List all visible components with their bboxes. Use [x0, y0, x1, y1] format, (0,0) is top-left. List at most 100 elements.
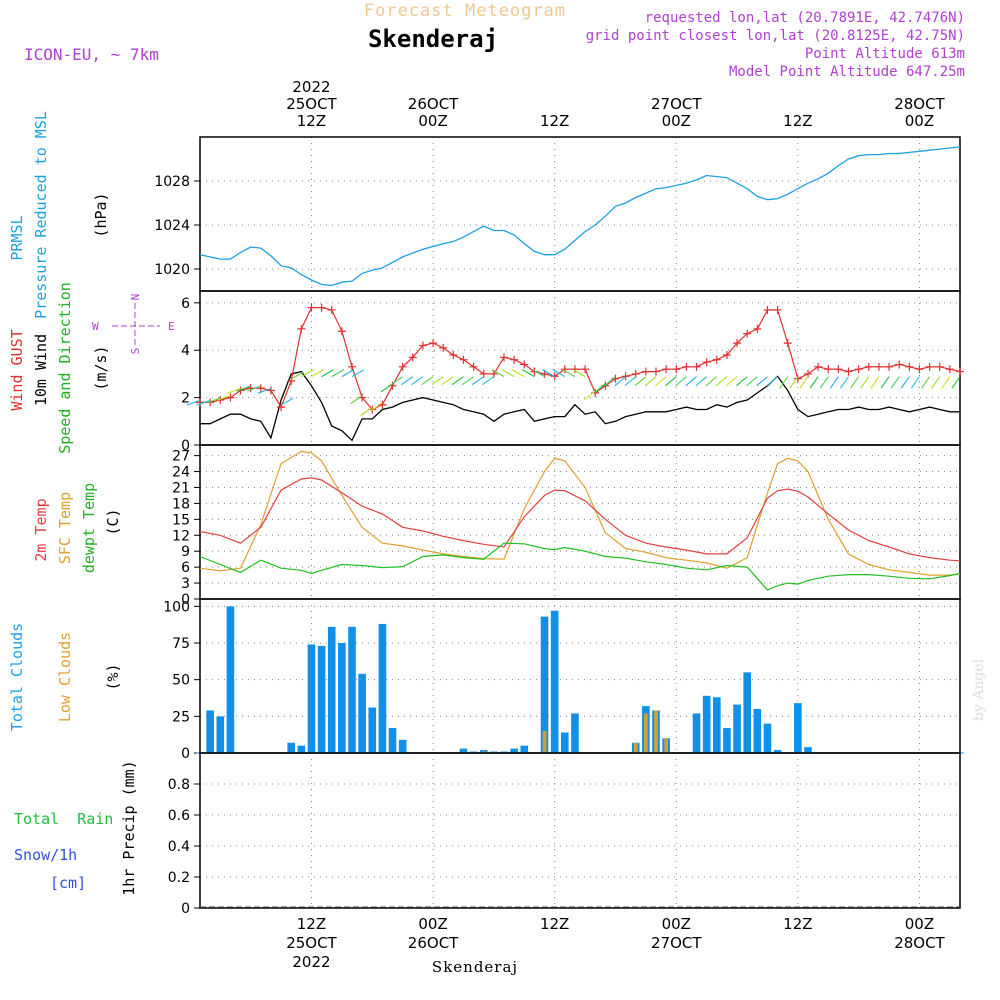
gust-marker [479, 369, 488, 378]
wind-direction-arrow [431, 376, 444, 386]
wind-direction-arrow [321, 369, 334, 378]
gust-marker [307, 303, 316, 312]
wind-direction-arrow [441, 376, 454, 386]
gust-marker [500, 353, 508, 362]
wind-direction-arrow [411, 376, 424, 386]
wind-direction-arrow [910, 376, 920, 389]
total-cloud-bar [317, 645, 326, 753]
wind-direction-arrow [482, 376, 495, 386]
low-cloud-bar [633, 742, 638, 753]
top-time-label: 00Z [662, 112, 691, 130]
total-cloud-bar [378, 623, 387, 753]
compass-rose: N S W E [92, 294, 175, 355]
precipitation-ytick-label: 0 [181, 901, 190, 917]
gust-marker [814, 362, 823, 371]
low-cloud-bar [542, 731, 547, 753]
gust-marker [277, 403, 286, 412]
wind-direction-arrow [186, 399, 201, 406]
wind-direction-arrow [511, 369, 525, 378]
gust-marker [885, 362, 894, 371]
total-cloud-bar [692, 713, 701, 753]
total-cloud-bar [510, 748, 518, 753]
clouds-ytick-label: 0 [181, 746, 190, 762]
wind-direction-arrow [665, 376, 677, 387]
wind-direction-arrow [257, 387, 272, 394]
bottom-time-label: 25OCT [286, 934, 337, 952]
pressure-ytick-label: 1024 [154, 218, 190, 234]
total-cloud-bar [287, 742, 295, 753]
direction-label: Speed and Direction [56, 282, 74, 454]
gust-marker [408, 353, 417, 362]
wind-direction-arrow [624, 376, 637, 387]
wind-direction-arrow [584, 390, 596, 401]
gust-marker [297, 324, 306, 333]
model-altitude: Model Point Altitude 647.25m [729, 64, 965, 80]
pressure-panel-labels: PRMSL Pressure Reduced to MSL (hPa) [8, 111, 110, 319]
wind-direction-arrow [951, 376, 961, 389]
wind-direction-arrow [532, 369, 545, 378]
top-time-label: 00Z [418, 112, 447, 130]
wind-direction-arrow [491, 369, 505, 378]
compass-e: E [168, 320, 175, 333]
wind-direction-arrow [360, 407, 373, 416]
precipitation-frame [199, 752, 961, 909]
wind-direction-arrow [675, 376, 687, 387]
gust-marker [429, 339, 438, 348]
wind-direction-arrow [921, 376, 931, 389]
wind-direction-arrow [370, 402, 383, 412]
total-cloud-bar [338, 643, 346, 753]
gust-marker [418, 341, 427, 350]
dewpoint-line [199, 542, 961, 591]
temperature-ytick-label: 9 [181, 544, 190, 560]
wind-direction-arrow [799, 376, 809, 389]
wind-direction-arrow [301, 369, 314, 378]
bottom-time-label: 00Z [905, 915, 934, 933]
wind-direction-arrow [779, 376, 789, 389]
wind-direction-arrow [890, 376, 900, 389]
wind-direction-arrow [290, 371, 304, 380]
wind-direction-arrow [572, 369, 586, 378]
gust-marker [692, 362, 701, 371]
gust-marker [469, 362, 478, 371]
wind-direction-arrow [870, 376, 880, 389]
gust-marker [702, 358, 711, 367]
wind-direction-arrow [705, 376, 718, 387]
total-cloud-bar [723, 728, 731, 753]
gust-line [200, 307, 961, 411]
gust-marker [905, 362, 914, 371]
pressure-label-1: PRMSL [8, 215, 26, 260]
total-cloud-bar [216, 716, 225, 753]
wind-direction-arrow [390, 376, 403, 386]
wind-direction-arrow [421, 376, 434, 386]
total-cloud-bar [520, 745, 529, 753]
precipitation-ytick-label: 0.8 [168, 777, 190, 793]
low-cloud-bar [643, 713, 648, 753]
pressure-panel: 1020 1024 1028 [154, 136, 961, 292]
wind-ytick-label: 0 [181, 438, 190, 454]
total-cloud-bar [773, 750, 782, 753]
temp-unit: (C) [104, 508, 122, 535]
total-cloud-bar [794, 703, 802, 753]
pressure-ytick-label: 1028 [154, 174, 190, 190]
temperature-ytick-label: 3 [181, 576, 190, 592]
top-time-label: 12Z [540, 112, 569, 130]
wind-direction-arrow [655, 376, 667, 387]
temperature-ytick-label: 27 [172, 449, 190, 465]
temperature-ytick-label: 18 [172, 496, 190, 512]
wind-direction-arrow [522, 369, 535, 378]
pressure-line [199, 146, 961, 287]
gust-marker [256, 384, 265, 393]
point-altitude: Point Altitude 613m [805, 46, 965, 62]
gust-marker [641, 367, 650, 376]
temperature-frame [199, 444, 961, 600]
precipitation-ytick-label: 0.4 [168, 839, 190, 855]
top-time-label: 28OCT [894, 95, 945, 113]
low-cloud-bar [654, 710, 658, 753]
cloud-panel-labels: Total Clouds Low Clouds (%) [8, 623, 122, 731]
total-cloud-bar [206, 710, 214, 753]
top-time-label: 26OCT [408, 95, 459, 113]
bottom-time-label: 28OCT [894, 934, 945, 952]
total-cloud-bar [348, 626, 356, 753]
gust-marker [449, 350, 458, 359]
